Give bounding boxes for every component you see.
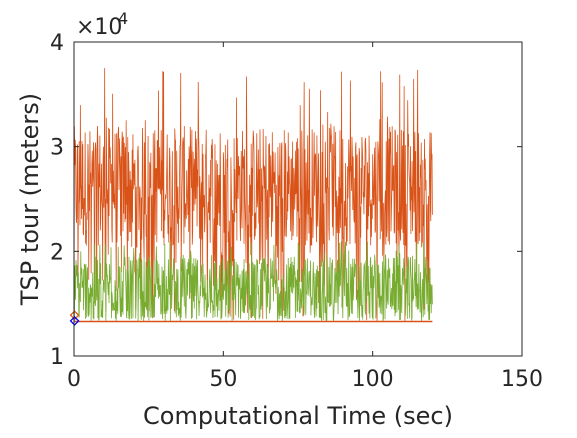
x-tick-label: 50 xyxy=(209,367,237,392)
y-exponent-prefix: ×10 xyxy=(76,15,122,40)
diamond-marker xyxy=(69,316,80,326)
y-exponent-power: 4 xyxy=(118,9,128,28)
series-line-0 xyxy=(73,68,433,322)
y-tick-label: 4 xyxy=(50,31,64,56)
series-line-1 xyxy=(73,241,433,322)
x-axis-label: Computational Time (sec) xyxy=(143,402,453,430)
x-tick-label: 100 xyxy=(352,367,394,392)
y-tick-label: 2 xyxy=(50,240,64,265)
tick-layer: 0 50 100 150 1 2 3 4 xyxy=(50,31,543,392)
series-layer xyxy=(73,68,433,323)
x-tick-label: 0 xyxy=(67,367,81,392)
plot-area-box xyxy=(73,41,523,357)
y-tick-label: 1 xyxy=(50,345,64,370)
y-axis-label: TSP tour (meters) xyxy=(16,93,44,306)
x-tick-label: 150 xyxy=(501,367,543,392)
diamond-marker xyxy=(69,310,80,321)
y-tick-label: 3 xyxy=(50,136,64,161)
marker-layer xyxy=(69,310,80,326)
